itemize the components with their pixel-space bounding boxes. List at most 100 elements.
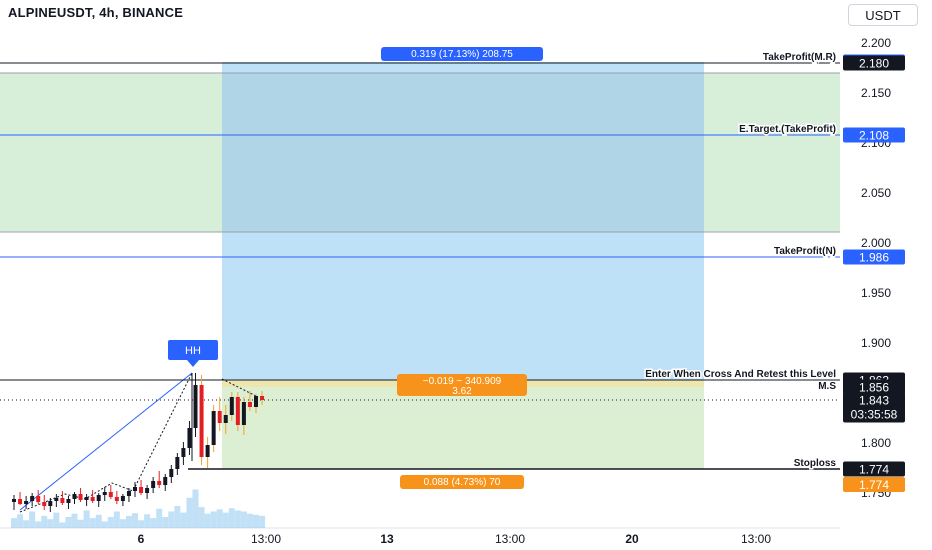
volume-bar: [180, 512, 187, 528]
chart-title: ALPINEUSDT, 4h, BINANCE: [8, 5, 184, 20]
candle-body: [48, 501, 53, 506]
level-label: Stoploss: [794, 458, 837, 469]
x-tick-label: 13:00: [741, 532, 771, 546]
x-tick-label: 13:00: [495, 532, 525, 546]
zigzag-pattern: [19, 372, 193, 513]
level-price-tag-text: 1.774: [859, 463, 889, 477]
x-tick-label: 20: [625, 532, 639, 546]
candle-body: [181, 448, 186, 457]
candle-body: [133, 487, 137, 491]
blue-profit-zone: [222, 62, 704, 380]
volume-bar: [125, 515, 132, 528]
level-price-tag-text: 2.180: [859, 57, 889, 71]
level-label: M.S: [818, 381, 836, 392]
level-label: E.Target.(TakeProfit): [739, 124, 836, 135]
hh-badge: [168, 340, 218, 360]
candle-body: [114, 497, 119, 501]
y-tick-label: 2.050: [861, 186, 891, 200]
volume-bar: [228, 508, 235, 528]
candle-body: [175, 457, 180, 469]
candle-body: [54, 498, 59, 501]
volume-bar: [83, 510, 90, 528]
candle-body: [205, 445, 210, 457]
candle-body: [18, 499, 23, 504]
y-tick-label: 2.200: [861, 36, 891, 50]
candle-body: [199, 385, 204, 457]
candle-body: [108, 492, 113, 497]
candle-body: [60, 498, 65, 503]
candle-body: [36, 496, 41, 502]
candle-body: [102, 492, 107, 495]
candle-body: [235, 397, 240, 425]
volume-bar: [216, 509, 223, 528]
level-price-tag: [843, 249, 905, 265]
candle-body: [72, 494, 77, 499]
last-price-tag-text: 03:35:58: [851, 408, 898, 422]
volume-bar: [168, 511, 175, 528]
volume-bar: [210, 511, 217, 528]
candle-body: [126, 491, 131, 496]
entry-label-text: −0.019 ~ 340.909: [423, 376, 502, 387]
volume-bar: [29, 511, 36, 528]
volume-bar: [246, 513, 253, 528]
volume-bar: [89, 518, 96, 528]
volume-bar: [23, 520, 30, 528]
level-price-tag-text: 1.856: [859, 381, 889, 395]
volume-bar: [138, 520, 145, 528]
volume-bar: [132, 513, 138, 528]
volume-bar: [186, 497, 193, 528]
y-tick-label: 2.150: [861, 86, 891, 100]
y-tick-label: 1.900: [861, 336, 891, 350]
candle-body: [229, 397, 234, 415]
price-tag: [843, 477, 905, 492]
x-tick-label: 13:00: [251, 532, 281, 546]
volume-bar: [174, 506, 181, 528]
level-price-tag-text: 2.108: [859, 129, 889, 143]
level-price-tag: [843, 461, 905, 477]
level-label: Enter When Cross And Retest this Level: [645, 369, 836, 380]
entry-label-bg: [397, 374, 527, 396]
y-tick-label: 2.000: [861, 236, 891, 250]
level-price-tag: [843, 379, 905, 395]
level-label: TakeProfit(M.R): [763, 52, 836, 63]
x-tick-label: 6: [138, 532, 145, 546]
level-price-tag: [843, 55, 905, 71]
volume-bar: [156, 508, 163, 528]
candle-body: [12, 499, 16, 502]
currency-selector[interactable]: USDT: [848, 4, 918, 26]
candle-body: [96, 495, 101, 501]
level-price-tag-text: 1.986: [859, 251, 889, 265]
volume-bar: [119, 519, 126, 528]
level-price-tag: [843, 127, 905, 143]
candle-body: [145, 488, 150, 493]
candle-body: [254, 396, 258, 407]
x-tick-label: 13: [380, 532, 394, 546]
price-tag-text: 1.774: [859, 478, 889, 492]
volume-bar: [234, 510, 241, 528]
volume-bar: [95, 514, 102, 528]
volume-bar: [240, 511, 247, 528]
candle-body: [241, 402, 246, 425]
candle-body: [187, 428, 192, 448]
profit-label-bg: [381, 47, 543, 61]
candle-body: [247, 402, 252, 407]
candle-body: [78, 494, 83, 500]
volume-bar: [150, 518, 157, 528]
volume-bar: [162, 517, 169, 528]
candle-body: [193, 385, 198, 428]
candle-body: [169, 469, 174, 477]
volume-bar: [11, 518, 17, 528]
candle-body: [151, 481, 156, 488]
stop-label-text: 0.088 (4.73%) 70: [424, 477, 501, 488]
entry-label-text: 3.62: [452, 386, 472, 397]
hh-badge-pointer: [187, 360, 199, 367]
y-tick-label: 1.950: [861, 286, 891, 300]
candle-body: [42, 502, 47, 506]
volume-bar: [77, 519, 84, 528]
candle-body: [84, 497, 89, 500]
volume-bar: [35, 521, 42, 528]
candle-body: [24, 501, 29, 504]
candle-body: [139, 487, 144, 493]
